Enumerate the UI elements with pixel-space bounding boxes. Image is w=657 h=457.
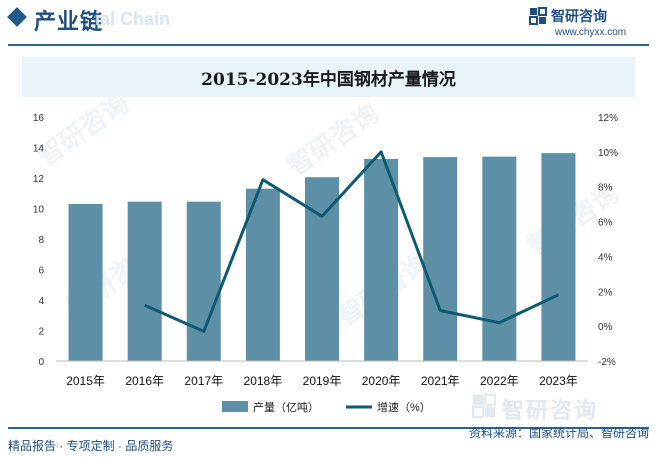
y-right-tick-label: -2% — [598, 357, 616, 368]
chart-title-box: 2015-2023年中国钢材产量情况 — [22, 57, 635, 97]
chart-title: 2015-2023年中国钢材产量情况 — [201, 70, 456, 90]
brand-name: 智研咨询 — [551, 8, 607, 24]
x-tick-label: 2018年 — [244, 374, 283, 388]
header-ghost-text: ial Chain — [95, 9, 171, 29]
y-right-tick-label: 4% — [598, 252, 613, 263]
growth-line — [144, 150, 560, 333]
x-tick-label: 2019年 — [303, 374, 342, 388]
bar — [186, 201, 221, 361]
y-left-tick-label: 10 — [33, 205, 45, 216]
y-left-tick-label: 14 — [33, 144, 45, 155]
y-right-tick-label: 10% — [598, 148, 618, 159]
x-tick-label: 2020年 — [362, 374, 401, 388]
y-right-tick-label: 0% — [598, 322, 613, 333]
y-left-tick-label: 8 — [38, 235, 44, 246]
x-tick-label: 2021年 — [421, 374, 460, 388]
bar — [68, 203, 103, 361]
bar — [482, 156, 517, 361]
header: 产业链 ial Chain 智研咨询 www.chyxx.com — [0, 0, 657, 44]
x-tick-label: 2015年 — [66, 374, 105, 388]
y-right-tick-label: 12% — [598, 113, 618, 124]
y-right-tick-label: 2% — [598, 287, 613, 298]
footer-brand-name: 智研咨询 — [502, 398, 599, 423]
y-right-tick-label: 8% — [598, 183, 613, 194]
legend-swatch-bar — [222, 401, 248, 412]
x-tick-label: 2016年 — [125, 374, 164, 388]
y-left-tick-label: 6 — [38, 266, 44, 277]
bar — [127, 201, 162, 361]
footer-divider — [8, 427, 649, 429]
brand-mark-icon — [472, 394, 496, 418]
x-tick-label: 2017年 — [184, 374, 223, 388]
y-right-tick-label: 6% — [598, 218, 613, 229]
header-divider — [8, 44, 649, 46]
y-left-tick-label: 16 — [33, 113, 45, 124]
x-tick-label: 2023年 — [539, 374, 578, 388]
brand-mark-icon — [529, 7, 547, 25]
y-left-tick-label: 2 — [38, 327, 44, 338]
y-left-tick-label: 12 — [33, 174, 45, 185]
brand-url: www.chyxx.com — [555, 27, 627, 38]
bar — [541, 153, 576, 361]
legend-label-line: 增速（%） — [377, 400, 431, 414]
bar — [423, 157, 458, 361]
data-source: 资料来源：国家统计局、智研咨询 — [468, 426, 649, 440]
y-left-tick-label: 4 — [38, 296, 44, 307]
legend-label-bar: 产量（亿吨） — [253, 400, 319, 414]
y-left-tick-label: 0 — [38, 357, 44, 368]
page-title: 产业链 — [34, 9, 104, 34]
brand-logo: 智研咨询 www.chyxx.com — [529, 5, 649, 41]
bar — [364, 158, 399, 361]
bar — [245, 188, 280, 361]
footer-brand: 智研咨询 — [472, 393, 652, 423]
x-tick-label: 2022年 — [480, 374, 519, 388]
footer-tagline: 精品报告 · 专项定制 · 品质服务 — [8, 439, 174, 453]
